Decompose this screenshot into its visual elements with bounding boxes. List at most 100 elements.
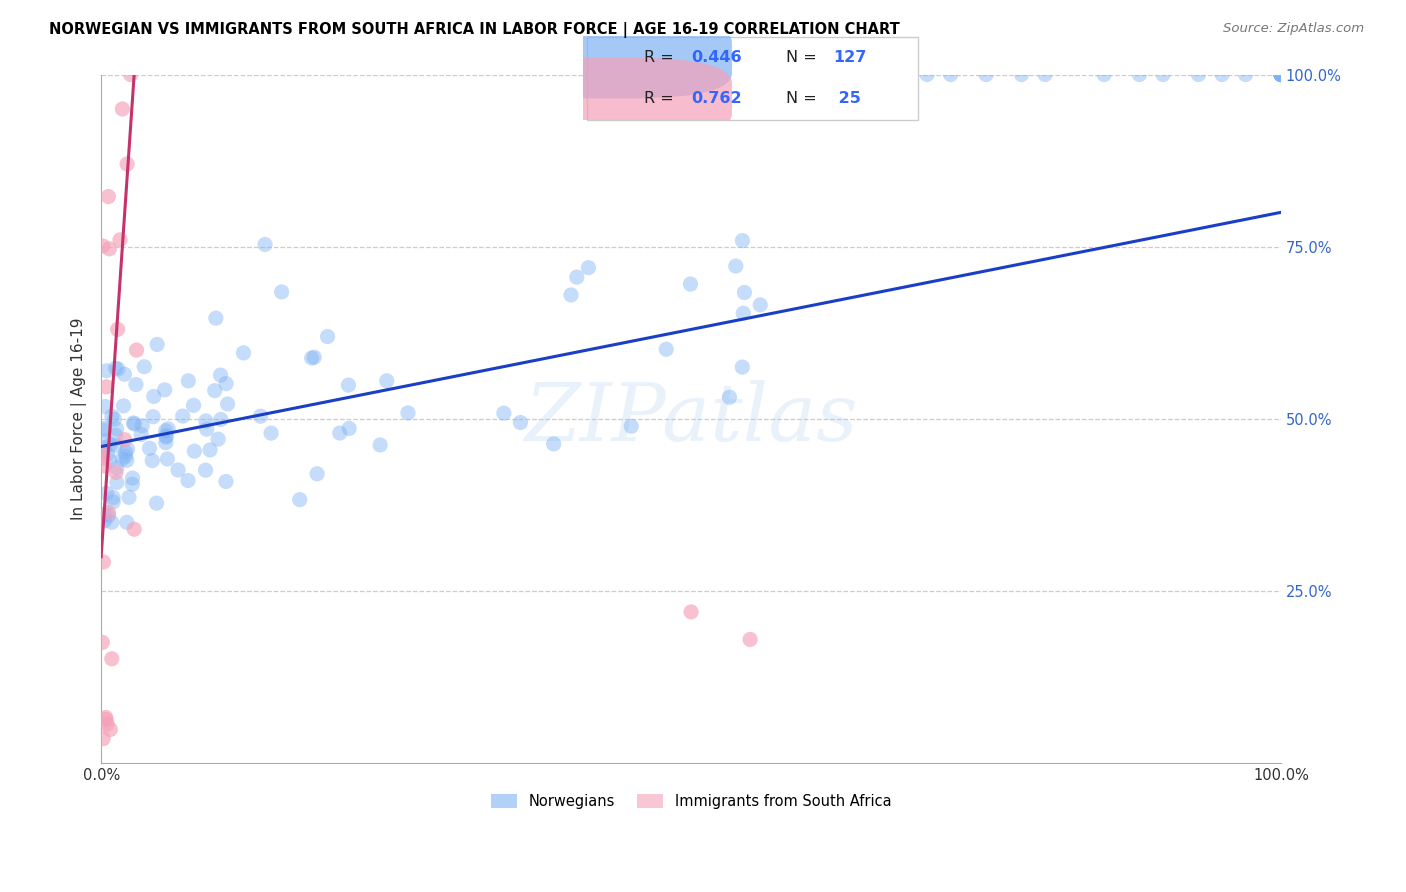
Point [167, 463, 190, 477]
Point [172, 409, 194, 423]
Point [215, 475, 238, 489]
Point [117, 442, 139, 456]
Point [115, 516, 138, 530]
Point [122, 416, 145, 430]
Point [157, 422, 180, 436]
Text: Source: ZipAtlas.com: Source: ZipAtlas.com [1223, 22, 1364, 36]
Point [337, 378, 360, 392]
Point [114, 449, 136, 463]
Point [101, 495, 124, 509]
Point [118, 491, 141, 505]
Point [104, 428, 127, 442]
Point [1011, 68, 1033, 82]
Point [155, 424, 177, 438]
Point [316, 329, 339, 343]
Point [145, 496, 167, 510]
Point [94, 400, 117, 414]
Point [1128, 68, 1150, 82]
Point [97, 508, 120, 523]
Point [120, 68, 142, 82]
Point [155, 435, 177, 450]
Point [155, 430, 177, 444]
Point [733, 285, 755, 300]
Point [655, 343, 678, 357]
FancyBboxPatch shape [496, 58, 733, 139]
Point [138, 442, 160, 456]
Y-axis label: In Labor Force | Age 16-19: In Labor Force | Age 16-19 [72, 318, 87, 520]
Text: R =: R = [644, 50, 679, 65]
Text: 25: 25 [834, 91, 860, 106]
Point [1270, 68, 1292, 82]
Point [103, 412, 125, 426]
Point [93, 555, 115, 569]
Point [101, 652, 124, 666]
Point [93, 421, 115, 435]
Point [98, 453, 121, 467]
Point [302, 350, 325, 364]
Point [492, 406, 515, 420]
Point [94, 434, 117, 448]
Point [93, 458, 115, 473]
Point [1092, 68, 1115, 82]
Point [141, 453, 163, 467]
Point [91, 239, 114, 253]
Point [93, 441, 115, 455]
Point [108, 233, 131, 247]
Point [111, 102, 134, 116]
Point [97, 506, 120, 520]
Point [105, 422, 128, 436]
Text: 0.446: 0.446 [692, 50, 742, 65]
Point [121, 477, 143, 491]
Point [1270, 68, 1292, 82]
Point [91, 635, 114, 649]
Point [91, 451, 114, 466]
Point [156, 452, 179, 467]
Point [915, 68, 938, 82]
Point [307, 467, 329, 481]
Point [114, 433, 136, 447]
FancyBboxPatch shape [586, 37, 918, 120]
Point [856, 68, 879, 82]
Point [101, 491, 124, 505]
Point [288, 492, 311, 507]
Point [232, 346, 254, 360]
Point [560, 288, 582, 302]
Point [731, 234, 754, 248]
Point [565, 270, 588, 285]
Point [94, 710, 117, 724]
Point [1152, 68, 1174, 82]
Point [620, 419, 643, 434]
Point [733, 306, 755, 320]
Point [93, 514, 115, 528]
Text: N =: N = [786, 91, 823, 106]
Point [375, 374, 398, 388]
Point [679, 277, 702, 291]
Point [121, 471, 143, 485]
Text: R =: R = [644, 91, 679, 106]
Point [122, 522, 145, 536]
Point [93, 423, 115, 437]
Point [205, 311, 228, 326]
Text: 0.762: 0.762 [692, 91, 742, 106]
Point [112, 399, 135, 413]
Point [114, 368, 136, 382]
Point [738, 632, 761, 647]
Point [249, 409, 271, 424]
Point [98, 437, 121, 451]
Point [543, 437, 565, 451]
Point [217, 397, 239, 411]
Point [177, 474, 200, 488]
Point [105, 460, 128, 475]
Point [94, 713, 117, 727]
Point [1270, 68, 1292, 82]
Point [125, 377, 148, 392]
Point [724, 259, 747, 273]
Point [104, 466, 127, 480]
Point [107, 362, 129, 376]
Legend: Norwegians, Immigrants from South Africa: Norwegians, Immigrants from South Africa [485, 788, 897, 814]
Point [1187, 68, 1209, 82]
Text: 127: 127 [834, 50, 866, 65]
Point [337, 421, 360, 435]
Point [204, 384, 226, 398]
Point [93, 507, 115, 521]
